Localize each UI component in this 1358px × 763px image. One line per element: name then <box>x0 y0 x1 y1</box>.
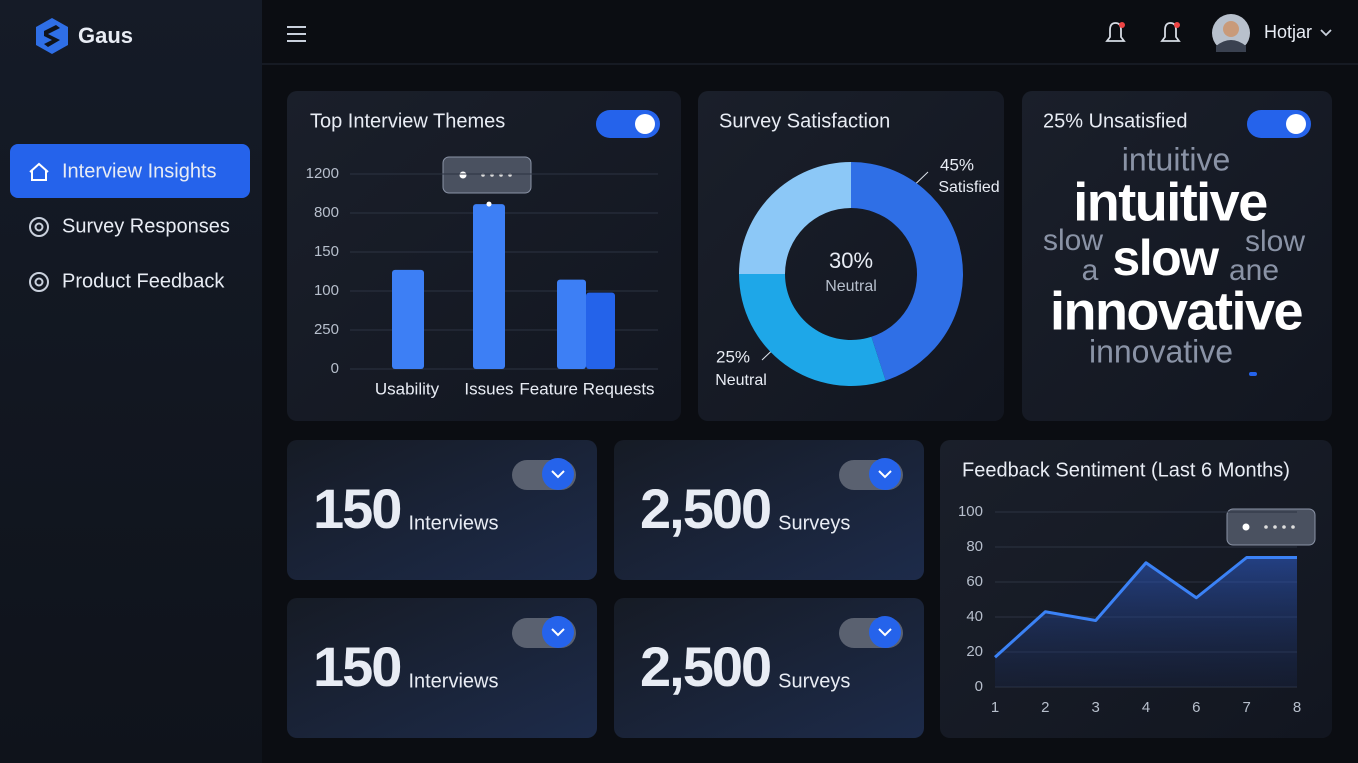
word: innovative <box>1050 281 1303 341</box>
y-tick-label: 1200 <box>306 165 339 182</box>
category-label: Neutral <box>825 278 877 295</box>
nav-icon <box>34 277 44 287</box>
chevron <box>878 628 892 637</box>
y-tick-label: 250 <box>314 321 339 338</box>
value-label: 25% <box>716 347 750 366</box>
category-label: Neutral <box>715 372 767 389</box>
toggle-knob <box>869 616 901 648</box>
x-tick-label: 4 <box>1142 699 1150 716</box>
chevron <box>551 470 565 479</box>
card-title: Feedback Sentiment (Last 6 Months) <box>962 459 1290 481</box>
home-icon <box>29 162 49 181</box>
sidebar <box>0 0 262 763</box>
category-label: Satisfied <box>938 179 999 196</box>
card-title: Top Interview Themes <box>310 110 505 132</box>
dropdown-toggle[interactable] <box>839 458 903 490</box>
stat-value: 150 <box>313 635 400 698</box>
card <box>1022 91 1332 421</box>
word: slow <box>1245 225 1305 258</box>
scroll-indicator <box>1249 372 1257 376</box>
tooltip <box>442 156 532 194</box>
nav-item[interactable]: Interview Insights <box>62 160 217 182</box>
x-tick-label: Feature Requests <box>519 379 654 398</box>
x-tick-label: 1 <box>991 699 999 716</box>
word: slow <box>1043 224 1103 257</box>
area <box>995 557 1297 687</box>
value-label: 30% <box>829 248 873 273</box>
x-tick-label: 3 <box>1091 699 1099 716</box>
toggle-knob <box>542 616 574 648</box>
y-tick-label: 60 <box>966 573 983 590</box>
nav-icon <box>29 272 49 292</box>
toggle-knob <box>542 458 574 490</box>
avatar[interactable] <box>1212 14 1250 52</box>
word: ane <box>1229 254 1279 287</box>
y-tick-label: 100 <box>314 282 339 299</box>
card-title: 25% Unsatisfied <box>1043 110 1188 132</box>
nav-item[interactable]: Product Feedback <box>62 270 225 292</box>
user-menu-chevron[interactable] <box>1320 29 1332 37</box>
toggle[interactable] <box>596 110 660 138</box>
stat-value: 150 <box>313 477 400 540</box>
x-tick-label: 6 <box>1192 699 1200 716</box>
line <box>993 556 1297 659</box>
brand-name: Gaus <box>78 23 133 48</box>
stat-label: Interviews <box>408 670 498 692</box>
bar <box>473 204 505 369</box>
dropdown-toggle[interactable] <box>512 458 576 490</box>
nav-icon <box>29 217 49 237</box>
y-tick-label: 80 <box>966 538 983 555</box>
x-tick-label: 8 <box>1293 699 1301 716</box>
nav-icon <box>34 222 44 232</box>
y-tick-label: 40 <box>966 608 983 625</box>
y-tick-label: 0 <box>975 678 983 695</box>
word: a <box>1082 254 1099 287</box>
chevron <box>551 628 565 637</box>
bar <box>392 269 424 369</box>
stat-label: Interviews <box>408 512 498 534</box>
nav-item[interactable]: Survey Responses <box>62 215 230 237</box>
x-tick-label: Usability <box>375 379 440 398</box>
stat-value: 2,500 <box>640 477 770 540</box>
card-title: Survey Satisfaction <box>719 110 890 132</box>
bar <box>557 279 586 369</box>
tooltip <box>1226 508 1316 546</box>
word: innovative <box>1089 333 1233 369</box>
value-label: 45% <box>940 155 974 174</box>
stat-label: Surveys <box>778 512 850 534</box>
y-tick-label: 100 <box>958 503 983 520</box>
bar <box>586 292 615 369</box>
brand-logo <box>36 18 68 54</box>
menu-button[interactable] <box>287 26 306 42</box>
nav-active-bg[interactable] <box>10 144 250 198</box>
y-tick-label: 800 <box>314 204 339 221</box>
dropdown-toggle[interactable] <box>512 616 576 648</box>
toggle[interactable] <box>1247 110 1311 138</box>
word: intuitive <box>1073 172 1267 232</box>
stat-value: 2,500 <box>640 635 770 698</box>
y-tick-label: 0 <box>331 360 339 377</box>
user-name[interactable]: Hotjar <box>1264 22 1312 42</box>
x-tick-label: Issues <box>464 379 513 398</box>
word: slow <box>1112 230 1219 286</box>
word: intuitive <box>1122 141 1231 177</box>
chevron <box>878 470 892 479</box>
notification-button[interactable] <box>1160 22 1181 42</box>
dropdown-toggle[interactable] <box>839 616 903 648</box>
toggle-knob <box>869 458 901 490</box>
x-tick-label: 7 <box>1242 699 1250 716</box>
notification-button[interactable] <box>1105 22 1126 42</box>
donut-segment <box>739 274 886 386</box>
y-tick-label: 150 <box>314 243 339 260</box>
donut-segment <box>851 162 964 381</box>
y-tick-label: 20 <box>966 643 983 660</box>
x-tick-label: 2 <box>1041 699 1049 716</box>
donut-segment <box>739 162 851 274</box>
tooltip-anchor <box>486 201 492 207</box>
stat-label: Surveys <box>778 670 850 692</box>
